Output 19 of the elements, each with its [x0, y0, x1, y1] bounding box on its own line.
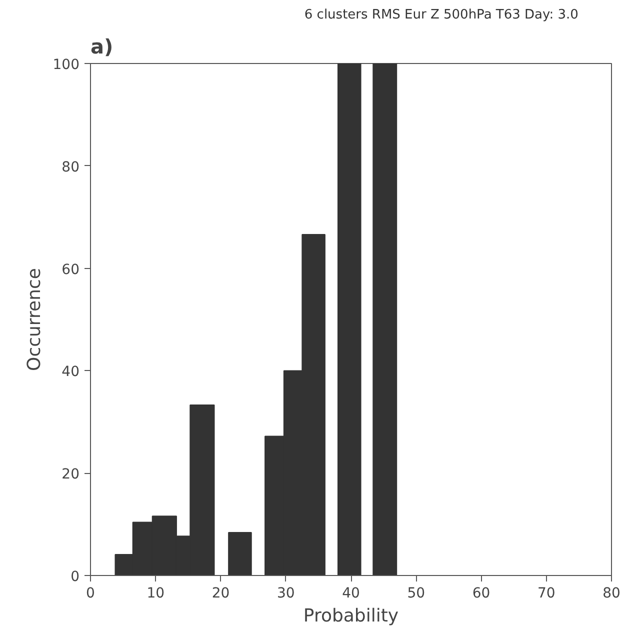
y-axis-title: Occurrence: [24, 268, 45, 371]
x-axis-title: Probability: [303, 606, 399, 626]
x-tick-label: 10: [146, 586, 165, 602]
x-tick-label: 50: [407, 586, 426, 602]
y-tick-label: 40: [62, 364, 80, 380]
x-tick-label: 40: [342, 586, 360, 602]
x-tick-label: 0: [86, 586, 95, 602]
y-tick-label: 0: [70, 569, 80, 585]
chart-title: 6 clusters RMS Eur Z 500hPa T63 Day: 3.0: [304, 8, 578, 22]
y-tick-label: 80: [62, 159, 80, 176]
y-tick-label: 20: [62, 466, 80, 483]
y-tick-label: 60: [62, 262, 80, 278]
x-tick-label: 20: [212, 586, 230, 602]
x-tick-label: 60: [472, 586, 490, 602]
x-tick-label: 80: [602, 586, 620, 602]
x-tick-label: 70: [537, 586, 556, 602]
x-tick-label: 30: [276, 586, 295, 602]
text: a): [90, 34, 114, 58]
y-tick-label: 100: [52, 57, 80, 73]
